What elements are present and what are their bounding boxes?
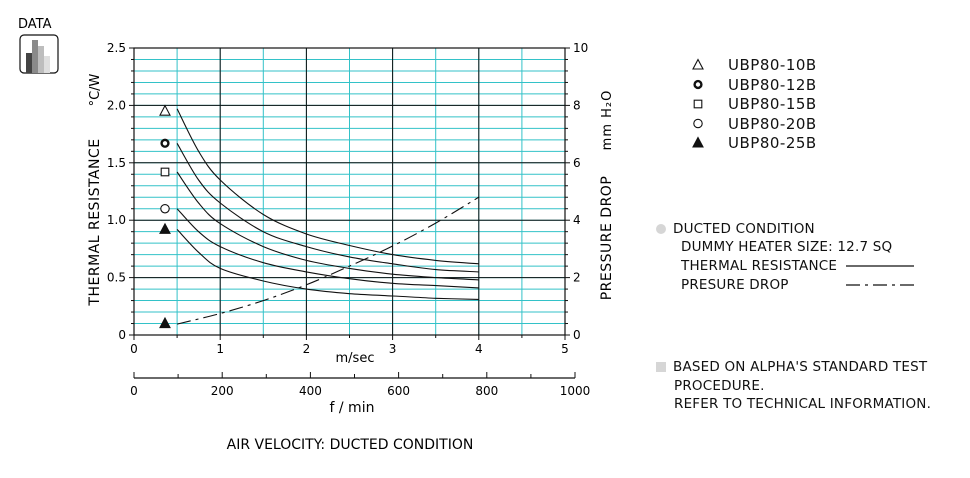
y-tick-label: 0 (118, 328, 126, 342)
legend-item: UBP80-12B (728, 75, 817, 94)
data-badge: DATA (18, 17, 59, 74)
legend-triangle-open-icon (692, 58, 704, 70)
series-marker (159, 222, 171, 234)
ducted-condition-text: DUCTED CONDITION (673, 221, 815, 237)
note-line-1: BASED ON ALPHA'S STANDARD TEST (656, 359, 927, 375)
y2-tick-label: 8 (573, 98, 581, 112)
y-axis-label: THERMAL RESISTANCE (87, 138, 103, 306)
condition-line-samples (846, 265, 914, 286)
legend-circle-bold-icon (693, 79, 703, 90)
pressure-drop-legend: PRESURE DROP (681, 277, 789, 293)
series-marker (159, 104, 171, 116)
y-axis-unit: °C/W (88, 73, 103, 106)
secondary-x-tick-label: 200 (211, 384, 234, 398)
legend-triangle-filled-icon (692, 136, 704, 148)
data-badge-bar (32, 40, 38, 73)
thermal-resistance-legend: THERMAL RESISTANCE (681, 258, 838, 274)
x-tick-label: 0 (130, 342, 138, 356)
x-axis-label: m/sec (336, 351, 375, 366)
note-line-1-text: BASED ON ALPHA'S STANDARD TEST (673, 359, 928, 375)
bullet-icon (656, 362, 666, 372)
y2-axis-unit: mm H₂O (600, 90, 615, 151)
axes (129, 47, 576, 379)
y-tick-label: 1.5 (107, 156, 126, 170)
series-curves (176, 108, 480, 325)
legend-circle-open-icon (693, 118, 703, 129)
ducted-condition-title: DUCTED CONDITION (656, 221, 815, 237)
secondary-x-tick-label: 400 (299, 384, 322, 398)
axis-labels: THERMAL RESISTANCE °C/W PRESSURE DROP mm… (87, 73, 615, 453)
series-marker (160, 203, 170, 214)
series-line (176, 108, 479, 265)
y-tick-label: 1.0 (107, 213, 126, 227)
x-tick-label: 1 (216, 342, 224, 356)
series-marker (160, 138, 170, 148)
grid-minor (133, 47, 566, 336)
series-line (176, 208, 479, 289)
note-line-3: REFER TO TECHNICAL INFORMATION. (674, 396, 932, 412)
legend-item: UBP80-15B (728, 95, 817, 113)
secondary-x-axis-label: f / min (330, 400, 375, 416)
series-line (176, 171, 479, 281)
x-tick-label: 5 (561, 342, 569, 356)
data-badge-bar (38, 46, 44, 73)
secondary-x-tick-label: 1000 (560, 384, 591, 398)
secondary-x-tick-label: 600 (387, 384, 410, 398)
series-line (176, 143, 479, 273)
heater-size: DUMMY HEATER SIZE: 12.7 SQ (681, 239, 893, 255)
legend-item: UBP80-25B (728, 134, 817, 152)
y2-tick-label: 4 (573, 213, 581, 227)
y2-tick-label: 10 (573, 41, 588, 55)
bullet-icon (656, 224, 666, 234)
legend-square-open-icon (693, 99, 703, 109)
pressure-drop-marker (159, 316, 171, 329)
legend-symbols (692, 58, 704, 148)
legend-item: UBP80-20B (728, 114, 817, 133)
secondary-x-tick-label: 0 (130, 384, 138, 398)
y2-tick-label: 2 (573, 271, 581, 285)
series-line (176, 229, 479, 300)
data-badge-bar (44, 56, 50, 73)
note-line-2: PROCEDURE. (674, 378, 765, 394)
secondary-x-tick-label: 800 (475, 384, 498, 398)
chart-caption: AIR VELOCITY: DUCTED CONDITION (227, 437, 474, 453)
y-tick-label: 2.5 (107, 41, 126, 55)
y2-tick-label: 0 (573, 328, 581, 342)
series-markers (159, 104, 171, 329)
data-badge-bar (26, 53, 32, 73)
data-badge-label: DATA (18, 17, 52, 32)
pressure-drop-line (176, 196, 480, 325)
x-tick-label: 4 (475, 342, 483, 356)
legend-item: UBP80-10B (728, 56, 817, 74)
x-tick-label: 3 (389, 342, 397, 356)
y2-tick-label: 6 (573, 156, 581, 170)
y-tick-label: 2.0 (107, 98, 126, 112)
series-marker (160, 167, 170, 177)
y-tick-label: 0.5 (107, 271, 126, 285)
y2-axis-label: PRESSURE DROP (599, 176, 615, 301)
x-tick-label: 2 (303, 342, 311, 356)
